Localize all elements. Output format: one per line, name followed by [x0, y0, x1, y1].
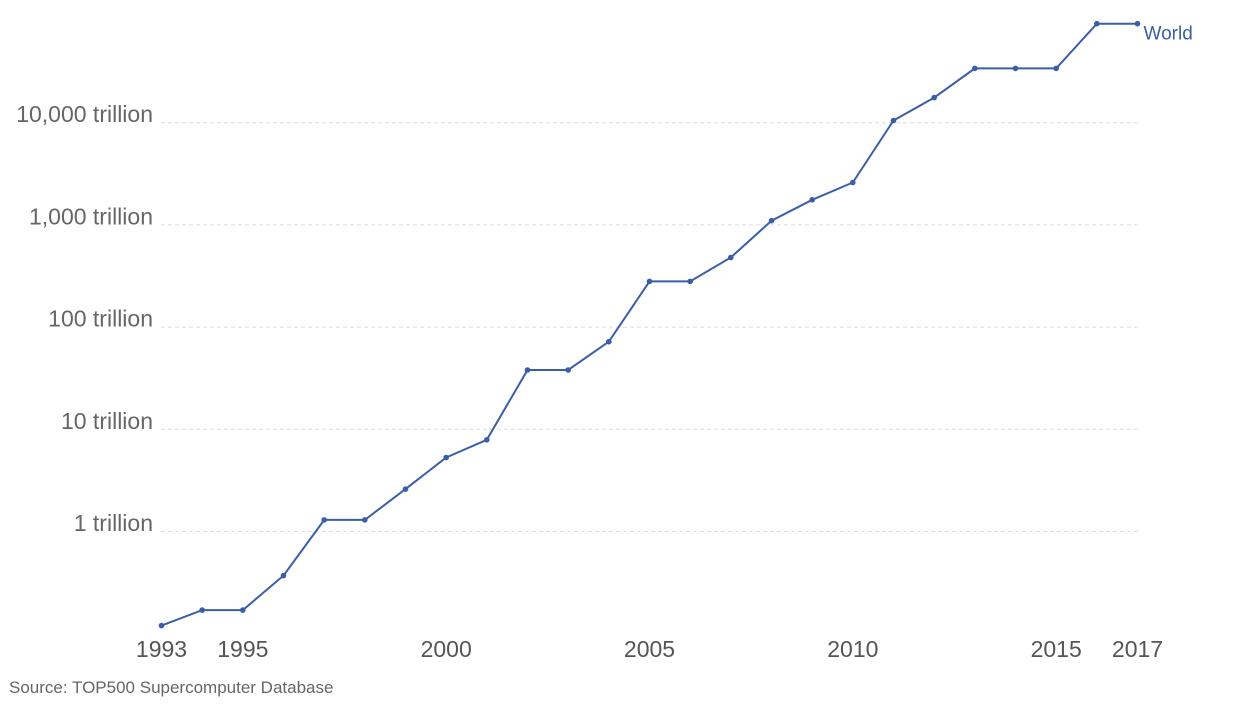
x-tick-label: 2005: [624, 636, 675, 662]
y-tick-label: 1 trillion: [74, 510, 153, 536]
data-point: [1053, 65, 1059, 72]
y-tick-label: 100 trillion: [48, 306, 153, 332]
y-tick-label: 10,000 trillion: [16, 101, 153, 127]
data-point: [972, 65, 978, 72]
data-point: [524, 367, 531, 373]
data-point: [321, 517, 328, 523]
data-point: [1012, 65, 1019, 72]
y-tick-label: 1,000 trillion: [29, 203, 153, 229]
data-point: [646, 278, 653, 285]
x-tick-label: 2000: [421, 636, 472, 662]
gridlines: [161, 122, 1138, 532]
data-point: [728, 254, 734, 261]
series-label: World: [1144, 24, 1193, 45]
x-tick-label: 1993: [136, 636, 187, 662]
data-point: [362, 517, 368, 523]
data-point: [850, 179, 856, 186]
data-point: [402, 486, 409, 492]
data-point: [280, 572, 287, 579]
data-point: [565, 367, 571, 373]
data-point: [158, 622, 165, 629]
data-point: [484, 437, 490, 443]
x-tick-label: 2017: [1112, 636, 1163, 662]
series-world: World: [158, 20, 1193, 629]
data-point: [1134, 20, 1141, 27]
source-note: Source: TOP500 Supercomputer Database: [9, 678, 334, 697]
data-point: [890, 117, 897, 124]
data-point: [199, 607, 205, 613]
data-point: [809, 197, 815, 203]
data-point: [1094, 20, 1100, 27]
x-tick-label: 1995: [217, 636, 268, 662]
y-axis-tick-labels: 1 trillion 10 trillion 100 trillion 1,000 t…: [16, 101, 153, 536]
data-point: [931, 94, 937, 101]
y-tick-label: 10 trillion: [61, 408, 153, 434]
data-point: [606, 338, 612, 345]
series-line: [161, 22, 1138, 627]
data-point: [687, 278, 693, 285]
x-tick-label: 2010: [827, 636, 878, 662]
data-point: [240, 607, 246, 613]
data-point: [768, 217, 775, 224]
x-axis-tick-labels: 1993 1995 2000 2005 2010 2015 2017: [136, 636, 1163, 662]
data-point: [443, 454, 450, 461]
x-tick-label: 2015: [1031, 636, 1082, 662]
